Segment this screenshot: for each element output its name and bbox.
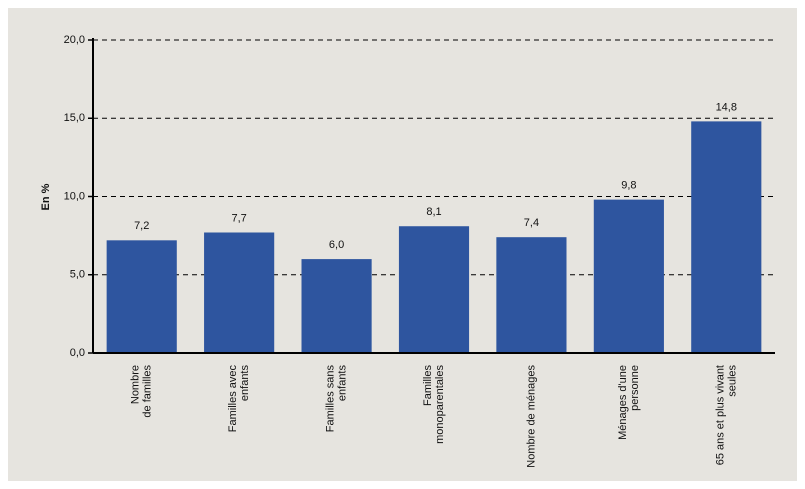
x-tick-label: Nombrede familles bbox=[130, 365, 154, 418]
bar bbox=[106, 240, 177, 353]
x-tick-label: Ménages d'unepersonne bbox=[617, 365, 641, 440]
value-label: 8,1 bbox=[426, 206, 441, 218]
y-tick-label: 0,0 bbox=[70, 347, 85, 359]
x-tick-label: Familles avecenfants bbox=[227, 365, 251, 433]
value-label: 14,8 bbox=[716, 101, 737, 113]
y-tick-label: 10,0 bbox=[64, 190, 85, 202]
bar bbox=[496, 237, 567, 353]
value-label: 7,4 bbox=[524, 217, 539, 229]
x-tick-label: Familles sansenfants bbox=[324, 365, 348, 433]
bar bbox=[204, 232, 275, 353]
bar bbox=[301, 259, 372, 353]
bar bbox=[398, 226, 470, 353]
y-tick-label: 15,0 bbox=[64, 112, 85, 124]
value-label: 7,2 bbox=[134, 220, 149, 232]
x-tick-label: 65 ans et plus vivantseules bbox=[714, 365, 738, 466]
bar bbox=[593, 199, 664, 353]
value-label: 7,7 bbox=[231, 212, 246, 224]
y-tick-label: 5,0 bbox=[70, 269, 85, 281]
x-tick-label: Famillesmonoparentales bbox=[422, 365, 446, 444]
value-label: 6,0 bbox=[329, 239, 344, 251]
bar bbox=[691, 121, 762, 353]
y-axis-label: En % bbox=[40, 183, 52, 210]
x-tick-label: Nombre de ménages bbox=[525, 365, 537, 468]
value-label: 9,8 bbox=[621, 180, 636, 192]
y-tick-label: 20,0 bbox=[64, 34, 85, 46]
